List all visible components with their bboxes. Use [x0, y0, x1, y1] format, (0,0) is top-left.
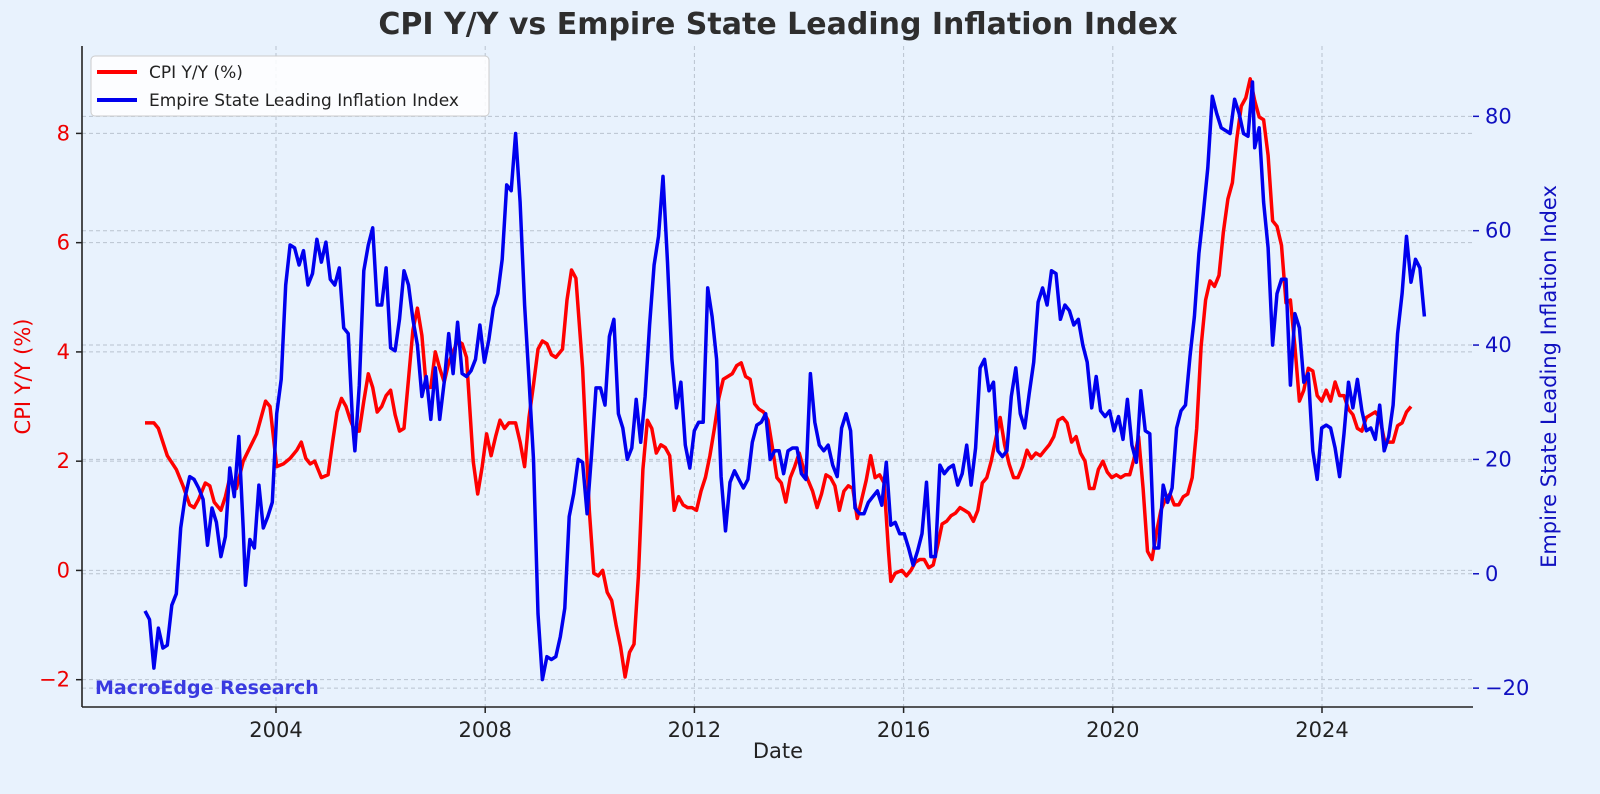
y-right-tick-label: 40	[1485, 333, 1512, 357]
legend-label-cpi: CPI Y/Y (%)	[149, 63, 243, 83]
legend-label-empire: Empire State Leading Inflation Index	[149, 91, 459, 111]
x-tick-label: 2012	[668, 718, 721, 742]
y-right-tick-label: 0	[1485, 562, 1498, 586]
x-tick-label: 2020	[1086, 718, 1139, 742]
x-tick-label: 2008	[458, 718, 511, 742]
y-axis-label-right: Empire State Leading Inflation Index	[1537, 185, 1561, 568]
y-left-tick-label: −2	[39, 668, 70, 692]
y-right-tick-label: −20	[1485, 676, 1529, 700]
y-right-tick-label: 60	[1485, 219, 1512, 243]
y-left-tick-label: 6	[57, 231, 70, 255]
y-right-tick-label: 20	[1485, 447, 1512, 471]
x-tick-label: 2016	[877, 718, 930, 742]
y-left-tick-label: 8	[57, 121, 70, 145]
y-axis-label-left: CPI Y/Y (%)	[11, 319, 35, 435]
series-line-empire	[143, 80, 1427, 682]
y-right-tick-label: 80	[1485, 104, 1512, 128]
y-left-tick-label: 0	[57, 558, 70, 582]
watermark: MacroEdge Research	[95, 677, 319, 699]
plot-lines	[143, 77, 1427, 682]
y-left-tick-label: 2	[57, 449, 70, 473]
plot-area	[82, 46, 1473, 707]
x-axis-label: Date	[753, 739, 803, 763]
x-tick-label: 2024	[1295, 718, 1348, 742]
x-tick-label: 2004	[249, 718, 302, 742]
y-left-tick-label: 4	[57, 340, 70, 364]
chart-title: CPI Y/Y vs Empire State Leading Inflatio…	[378, 7, 1177, 42]
legend: CPI Y/Y (%) Empire State Leading Inflati…	[90, 55, 490, 117]
tick-labels: 2004 2008 2012 2016 2020 2024−202468−20020406…	[39, 104, 1529, 742]
axes	[76, 46, 1479, 713]
legend-box	[90, 55, 490, 117]
